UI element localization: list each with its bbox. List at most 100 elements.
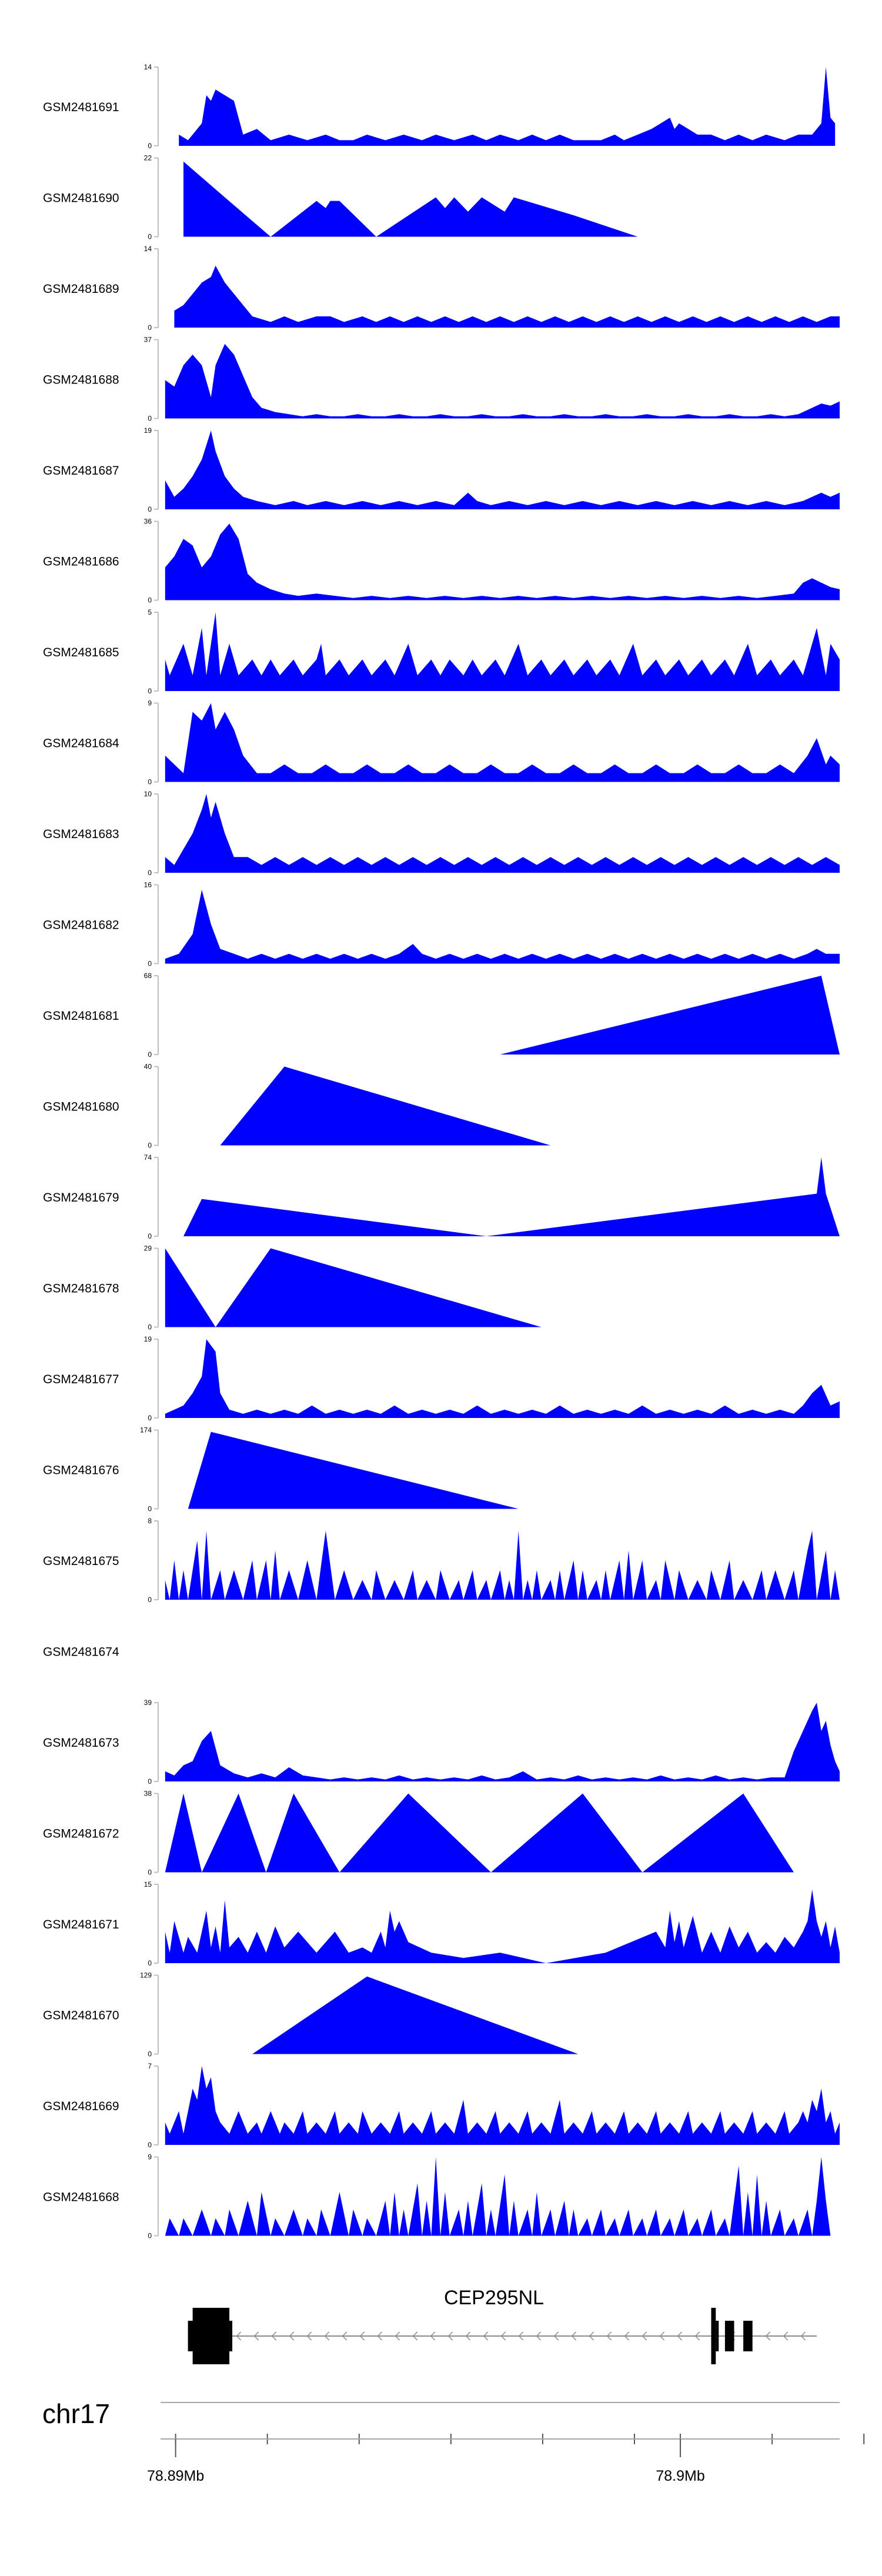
strand-arrow	[324, 2331, 330, 2341]
track-max-label: 29	[144, 1244, 152, 1253]
coverage-area	[165, 889, 840, 964]
track-GSM2481675: GSM2481675 8 0	[43, 1517, 840, 1604]
coverage-area	[188, 1432, 519, 1509]
track-label: GSM2481674	[43, 1646, 119, 1659]
track-GSM2481668: GSM2481668 9 0	[43, 2153, 831, 2240]
track-max-label: 74	[144, 1153, 152, 1162]
strand-arrow	[536, 2331, 542, 2341]
track-max-label: 40	[144, 1063, 152, 1071]
track-zero-label: 0	[148, 2050, 152, 2058]
track-max-label: 14	[144, 245, 152, 253]
track-GSM2481686: GSM2481686 36 0	[43, 518, 840, 605]
strand-arrow	[465, 2331, 471, 2341]
track-zero-label: 0	[148, 1050, 152, 1059]
coverage-area	[165, 431, 840, 509]
track-label: GSM2481686	[43, 555, 119, 569]
track-zero-label: 0	[148, 1505, 152, 1513]
track-GSM2481684: GSM2481684 9 0	[43, 699, 840, 786]
track-zero-label: 0	[148, 1777, 152, 1786]
coverage-area	[165, 794, 840, 873]
track-label: GSM2481668	[43, 2191, 119, 2204]
strand-arrow	[642, 2331, 647, 2341]
track-label: GSM2481676	[43, 1464, 119, 1477]
coverage-area	[183, 1157, 840, 1236]
track-zero-label: 0	[148, 1323, 152, 1332]
track-GSM2481689: GSM2481689 14 0	[43, 245, 840, 332]
strand-arrow	[306, 2331, 312, 2341]
coverage-area	[165, 1248, 542, 1327]
track-label: GSM2481684	[43, 737, 119, 750]
track-label: GSM2481690	[43, 192, 119, 205]
strand-arrow	[624, 2331, 630, 2341]
exon-4	[724, 2321, 734, 2351]
track-GSM2481678: GSM2481678 29 0	[43, 1244, 542, 1332]
track-GSM2481669: GSM2481669 7 0	[43, 2062, 840, 2149]
track-zero-label: 0	[148, 687, 152, 695]
track-max-label: 174	[140, 1426, 152, 1434]
strand-arrow	[765, 2331, 771, 2341]
strand-arrow	[694, 2331, 700, 2341]
strand-arrow	[659, 2331, 665, 2341]
strand-arrow	[783, 2331, 789, 2341]
track-zero-label: 0	[148, 2141, 152, 2149]
coverage-area	[165, 1703, 840, 1781]
track-zero-label: 0	[148, 869, 152, 877]
track-GSM2481671: GSM2481671 15 0	[43, 1880, 840, 1967]
track-label: GSM2481678	[43, 1282, 119, 1296]
exon-2	[711, 2308, 716, 2364]
track-GSM2481673: GSM2481673 39 0	[43, 1699, 840, 1786]
track-label: GSM2481688	[43, 373, 119, 387]
track-label: GSM2481689	[43, 282, 119, 296]
coverage-area	[165, 1793, 794, 1873]
coverage-area	[165, 2066, 840, 2145]
coverage-area	[179, 67, 836, 146]
track-zero-label: 0	[148, 596, 152, 605]
track-GSM2481680: GSM2481680 40 0	[43, 1063, 551, 1150]
track-max-label: 5	[148, 608, 152, 616]
track-GSM2481674: GSM2481674	[43, 1646, 119, 1659]
track-label: GSM2481691	[43, 101, 119, 114]
coverage-tracks: GSM2481691140GSM2481690220GSM2481689140G…	[43, 63, 840, 2240]
coverage-area	[192, 976, 840, 1055]
strand-arrow	[447, 2331, 453, 2341]
gene-name: CEP295NL	[444, 2287, 544, 2309]
coverage-area	[165, 523, 840, 600]
track-zero-label: 0	[148, 1232, 152, 1240]
coverage-area	[165, 1339, 840, 1418]
strand-arrow	[271, 2331, 277, 2341]
track-zero-label: 0	[148, 323, 152, 332]
track-GSM2481677: GSM2481677 19 0	[43, 1335, 840, 1422]
coverage-area	[183, 161, 638, 237]
track-max-label: 19	[144, 426, 152, 435]
strand-arrow	[253, 2331, 259, 2341]
track-zero-label: 0	[148, 960, 152, 968]
track-GSM2481670: GSM2481670 129 0	[43, 1971, 579, 2058]
track-label: GSM2481673	[43, 1736, 119, 1750]
coverage-area	[165, 2157, 831, 2236]
track-max-label: 15	[144, 1880, 152, 1888]
strand-arrow	[800, 2331, 806, 2341]
chromosome-label: chr17	[42, 2398, 110, 2429]
coverage-area	[165, 1530, 840, 1600]
track-max-label: 39	[144, 1699, 152, 1707]
track-max-label: 9	[148, 699, 152, 708]
strand-arrow	[430, 2331, 436, 2341]
track-GSM2481672: GSM2481672 38 0	[43, 1790, 794, 1877]
track-label: GSM2481675	[43, 1554, 119, 1568]
track-label: GSM2481680	[43, 1100, 119, 1114]
strand-arrow	[500, 2331, 506, 2341]
strand-arrow	[342, 2331, 348, 2341]
track-zero-label: 0	[148, 415, 152, 423]
gene-model: CEP295NL	[188, 2287, 817, 2364]
track-max-label: 37	[144, 336, 152, 344]
track-label: GSM2481671	[43, 1918, 119, 1931]
track-label: GSM2481681	[43, 1009, 119, 1023]
track-label: GSM2481679	[43, 1191, 119, 1204]
strand-arrow	[606, 2331, 612, 2341]
track-zero-label: 0	[148, 1414, 152, 1422]
strand-arrow	[589, 2331, 594, 2341]
strand-arrow	[236, 2331, 242, 2341]
track-label: GSM2481685	[43, 646, 119, 659]
track-zero-label: 0	[148, 142, 152, 150]
